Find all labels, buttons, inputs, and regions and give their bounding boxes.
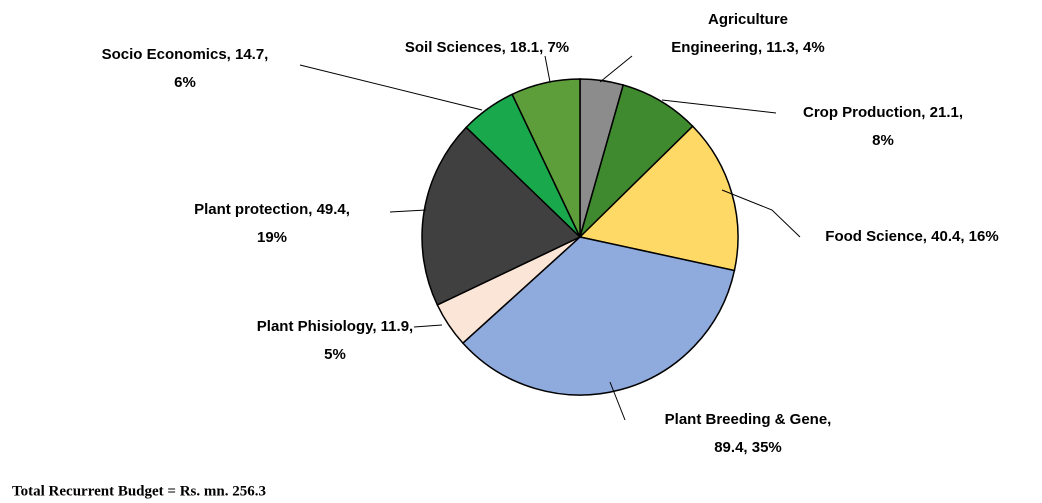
data-label: 89.4, 35% — [714, 439, 782, 456]
data-label: Food Science, 40.4, 16% — [825, 228, 998, 245]
data-label: 5% — [324, 346, 346, 363]
footnote: Total Recurrent Budget = Rs. mn. 256.3 — [12, 483, 266, 499]
leader-line — [661, 99, 777, 114]
leader-line — [544, 55, 551, 83]
data-label: Socio Economics, 14.7, — [102, 46, 269, 63]
data-label: Plant protection, 49.4, — [194, 201, 350, 218]
data-label: Soil Sciences, 18.1, 7% — [405, 39, 569, 56]
data-label: Crop Production, 21.1, — [803, 104, 963, 121]
pie-slice — [511, 78, 581, 238]
leader-line — [413, 324, 443, 328]
pie-slice — [421, 126, 582, 306]
data-label: Plant Breeding & Gene, — [665, 411, 832, 428]
leader-line — [609, 381, 626, 421]
data-label: Engineering, 11.3, 4% — [671, 39, 824, 56]
leader-line — [599, 55, 633, 83]
pie-slice — [461, 236, 736, 396]
data-label: 6% — [174, 74, 196, 91]
leader-line — [389, 209, 427, 213]
data-label: 8% — [872, 132, 894, 149]
data-label: 19% — [257, 229, 287, 246]
leader-line — [299, 64, 483, 111]
pie-slice — [578, 125, 739, 272]
data-label: Plant Phisiology, 11.9, — [257, 318, 413, 335]
leader-line — [721, 189, 801, 238]
data-label: Agriculture — [708, 11, 788, 28]
